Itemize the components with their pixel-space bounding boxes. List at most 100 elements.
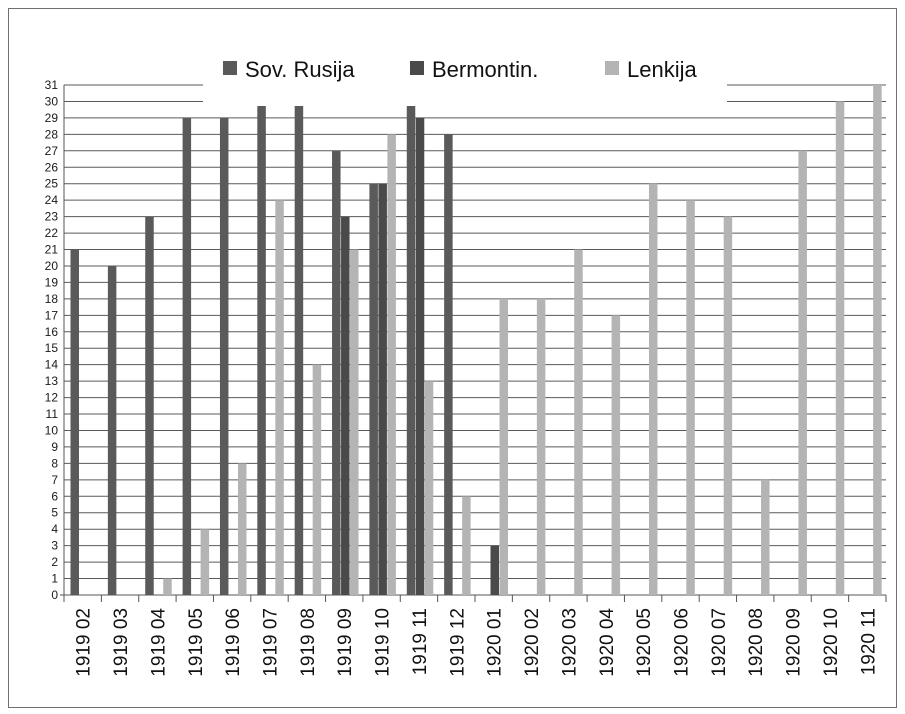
bar-sov-rusija [145,216,154,595]
x-tick-label: 1919 03 [111,608,132,677]
y-tick-label: 16 [45,325,59,339]
y-tick-label: 12 [45,391,59,405]
x-tick-label: 1920 10 [821,608,842,677]
y-tick-label: 1 [51,572,58,586]
y-tick-label: 11 [46,407,59,421]
x-tick-label: 1919 07 [261,608,282,677]
y-tick-label: 15 [45,341,59,355]
x-tick-label: 1920 05 [634,608,655,677]
bar-lenkija [462,496,471,595]
x-tick-label: 1920 09 [784,608,805,677]
legend-swatch [410,61,424,75]
y-tick-label: 23 [45,210,59,224]
legend-label: Lenkija [627,57,697,82]
x-tick-label: 1920 03 [559,608,580,677]
bar-sov-rusija [257,101,266,596]
x-tick-label: 1919 09 [335,608,356,677]
bar-bermontin [415,117,425,595]
y-tick-label: 8 [51,456,58,470]
x-tick-label: 1919 11 [410,608,431,675]
y-tick-label: 29 [45,111,59,125]
y-tick-label: 30 [45,94,59,108]
y-tick-label: 19 [45,275,59,289]
y-tick-label: 25 [45,177,59,191]
y-tick-label: 10 [45,423,59,437]
y-tick-label: 2 [51,555,58,569]
bar-lenkija [275,200,284,595]
legend-label: Sov. Rusija [245,57,355,82]
bar-lenkija [200,529,210,595]
legend-swatch [605,61,619,75]
legend: Sov. Rusija Bermontin. Lenkija [203,52,727,106]
legend-label: Bermontin. [432,57,538,82]
x-tick-label: 1920 06 [672,608,693,677]
legend-swatch [223,61,237,75]
y-tick-label: 9 [51,440,58,454]
bar-lenkija [686,200,695,595]
bar-sov-rusija [444,134,453,595]
bar-lenkija [611,315,621,595]
y-tick-label: 7 [51,473,58,487]
gridlines [64,84,886,580]
y-tick-label: 22 [45,226,59,240]
bar-lenkija [873,85,882,595]
y-tick-label: 17 [45,308,59,322]
y-tick-labels: 0123456789101112131415161718192021222324… [45,78,59,602]
bar-bermontin [490,545,499,595]
y-tick-label: 0 [51,588,58,602]
y-tick-label: 3 [51,539,58,553]
bar-lenkija [312,364,322,595]
x-tick-label: 1919 04 [148,608,169,677]
bar-sov-rusija [332,150,341,595]
y-tick-label: 4 [51,522,58,536]
bar-lenkija [798,150,807,595]
y-tick-label: 28 [45,127,59,141]
bars [70,85,882,596]
x-tick-label: 1919 06 [223,608,244,677]
bar-sov-rusija [294,85,304,595]
x-tick-label: 1919 02 [74,608,95,677]
axes [60,85,887,602]
x-tick-labels: 1919 02 1919 03 1919 04 1919 05 1919 06 1919 … [74,608,880,677]
bar-lenkija [835,101,845,596]
x-tick-label: 1920 02 [522,608,543,677]
y-tick-label: 13 [45,374,59,388]
bar-sov-rusija [70,249,79,596]
y-tick-label: 20 [45,259,59,273]
x-tick-label: 1920 07 [709,608,730,677]
bar-lenkija [237,463,247,595]
y-tick-label: 5 [51,506,58,520]
y-tick-label: 14 [45,358,59,372]
bar-lenkija [424,381,434,595]
bar-lenkija [499,298,508,595]
x-tick-label: 1919 05 [186,608,207,677]
bar-sov-rusija [369,183,378,596]
bar-sov-rusija [219,117,229,595]
bar-sov-rusija [182,117,192,595]
y-tick-label: 18 [45,292,59,306]
bar-bermontin [341,216,350,595]
x-tick-label: 1920 11 [858,608,879,675]
bar-lenkija [163,578,172,595]
y-tick-label: 31 [45,78,59,92]
bar-lenkija [761,479,770,595]
bar-lenkija [350,249,359,596]
y-tick-label: 6 [51,489,58,503]
y-tick-label: 24 [45,193,59,207]
x-tick-label: 1919 12 [447,608,468,677]
bar-sov-rusija [107,265,117,595]
y-tick-label: 21 [45,243,59,257]
y-tick-label: 26 [45,160,59,174]
x-tick-label: 1920 04 [597,608,618,677]
x-tick-label: 1920 01 [485,608,506,677]
bar-lenkija [536,298,546,595]
y-tick-label: 27 [45,144,59,158]
bar-lenkija [723,216,733,595]
bar-lenkija [648,183,658,596]
legend-background [203,52,727,106]
bar-lenkija [387,134,396,595]
bar-lenkija [574,249,583,596]
bar-bermontin [378,183,387,596]
x-tick-label: 1920 08 [746,608,767,677]
